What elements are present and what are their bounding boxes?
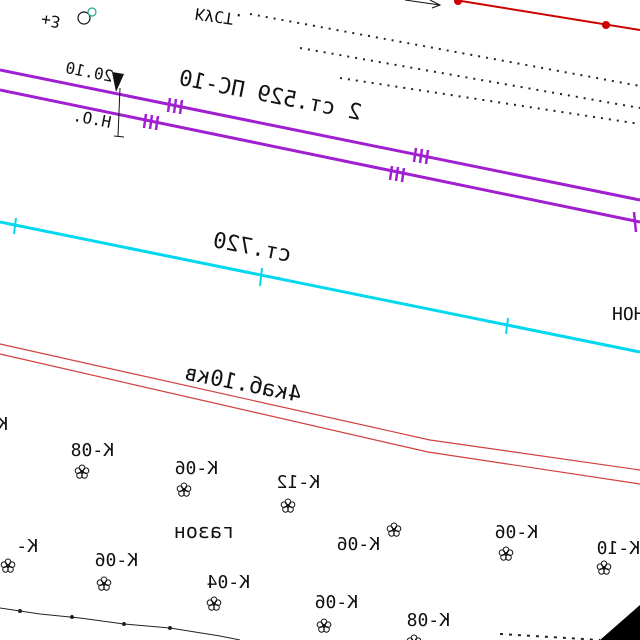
shrub-item: К-08 xyxy=(71,440,114,479)
shrub-item: К-12 xyxy=(277,472,320,513)
shrubs-layer: К-08 К-06 К-12 К-06 К-06 К-10 К-06 К-04 xyxy=(0,440,640,640)
shrub-label: К-08 xyxy=(71,440,114,461)
shrub-item: К-08 xyxy=(407,610,450,640)
survey-point-icon xyxy=(77,11,91,25)
shrub-item: К-06 xyxy=(495,522,538,561)
svg-text:+3: +3 xyxy=(40,10,62,31)
fence-lines xyxy=(249,13,640,125)
power-line xyxy=(404,0,640,31)
shrub-label: К-12 xyxy=(277,472,320,493)
right-edge-label: НОН xyxy=(612,304,640,325)
left-fragment-label: К xyxy=(0,414,8,435)
shrub-label: К-10 xyxy=(597,538,640,559)
shrub-item: К-06 xyxy=(95,550,138,591)
shrub-label: К-06 xyxy=(495,522,538,543)
power-pole-icon xyxy=(454,0,462,5)
outside-region xyxy=(600,605,640,640)
shrub-label: К-06 xyxy=(315,592,358,613)
elevation-triangle-icon xyxy=(112,72,124,92)
bottom-boundary xyxy=(0,607,601,640)
shrub-label: К-06 xyxy=(95,550,138,571)
shrub-item: К-04 xyxy=(207,572,250,611)
lawn-label: газон xyxy=(174,519,234,543)
shrub-label: К-04 xyxy=(207,572,250,593)
shrub-label: К-06 xyxy=(175,458,218,479)
tree-marker-icon xyxy=(87,7,97,17)
shrub-item: К-06 xyxy=(175,458,218,497)
shrub-item: К-10 xyxy=(597,538,640,575)
shrub-item: К-06 xyxy=(337,522,402,555)
shrub-item: К-06 xyxy=(315,592,358,633)
shrub-label: К-06 xyxy=(337,534,380,555)
shrub-label: К-08 xyxy=(407,610,450,631)
power-pole-icon xyxy=(602,21,610,29)
left-fragment-label: К- xyxy=(16,536,38,557)
